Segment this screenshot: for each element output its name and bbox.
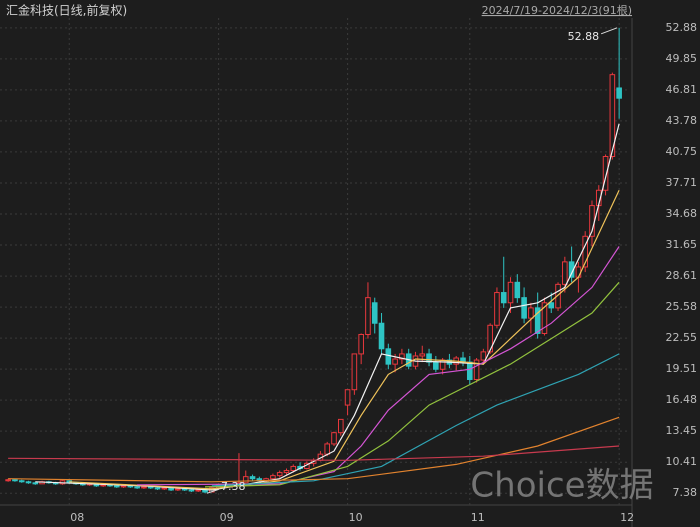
candle-body [242,476,249,484]
candle-body [378,322,385,350]
candle-body [426,353,432,363]
candle-body [365,297,371,335]
candle-body [147,486,154,489]
candle-body [18,480,25,483]
candle-body [548,302,555,309]
watermark: Choice数据 [470,466,653,506]
x-tick-label: 09 [220,511,234,524]
x-tick-label: 08 [70,511,84,524]
candle-body [528,307,534,319]
y-tick-label: 43.78 [666,114,698,127]
y-tick-label: 49.85 [666,52,698,65]
candle-body [433,361,439,370]
candle-body [575,266,582,278]
y-tick-label: 10.41 [666,455,698,468]
candle-body [602,155,609,191]
candle-body [385,348,392,365]
candle-body [113,485,120,488]
candle-body [12,479,18,482]
candle-body [562,261,568,285]
candle-body [541,302,548,334]
candle-body [134,486,140,489]
candle-body [283,470,290,474]
candle-body [507,281,514,304]
candle-body [616,87,622,99]
candle-body [487,324,493,353]
x-tick-label: 11 [471,511,485,524]
range-label[interactable]: 2024/7/19-2024/12/3(91根) [482,3,632,17]
moving-average-line [8,416,620,483]
y-tick-label: 19.51 [666,362,698,375]
candle-body [534,307,541,334]
y-tick-label: 7.38 [673,486,698,499]
candle-body [500,292,507,304]
candle-body [181,488,188,491]
candle-body [344,389,351,406]
candle-body [392,358,398,365]
y-tick-label: 31.65 [666,238,698,251]
y-tick-label: 40.75 [666,145,698,158]
y-tick-label: 28.61 [666,269,698,282]
y-tick-label: 22.55 [666,331,698,344]
candle-body [371,302,378,324]
y-tick-label: 46.81 [666,83,698,96]
y-tick-label: 37.71 [666,176,698,189]
candle-body [358,333,364,355]
y-tick-label: 52.88 [666,21,698,34]
candle-body [154,487,161,490]
candle-body [466,361,473,380]
annotation-arrow [206,488,220,494]
y-tick-label: 16.48 [666,393,698,406]
candle-body [582,235,588,268]
moving-average-line [204,281,620,488]
candle-body [249,476,256,480]
candle-body [514,281,521,299]
candle-body [521,297,527,319]
y-tick-label: 25.58 [666,300,698,313]
candle-body [270,475,276,480]
candle-body [351,353,358,391]
y-tick-label: 13.45 [666,424,698,437]
candle-body [188,489,195,492]
candle-body [161,487,168,490]
candle-body [480,351,487,361]
moving-average-line [137,246,620,486]
annotation-arrow [600,27,618,35]
candle-body [473,359,480,380]
candle-body [609,74,616,157]
candle-body [5,479,11,482]
candle-body [419,353,426,357]
y-tick-label: 34.68 [666,207,698,220]
x-tick-label: 12 [620,511,634,524]
x-tick-label: 10 [349,511,363,524]
candle-body [120,485,127,488]
candle-body [399,353,405,360]
candle-body [494,292,500,326]
candle-body [195,489,202,492]
candle-body [555,283,561,309]
candle-body [331,432,337,445]
candle-body [290,465,297,472]
candle-body [25,481,32,484]
low-annotation: 7.38 [221,480,246,493]
candle-body [337,418,344,434]
candle-body [276,472,283,477]
candle-body [141,486,147,489]
high-annotation: 52.88 [568,30,600,43]
candle-body [324,443,331,455]
candle-body [175,488,181,491]
candle-body [32,482,39,485]
moving-average-line [8,445,620,461]
moving-average-line [211,353,620,487]
chart-title: 汇金科技(日线,前复权) [6,3,127,18]
